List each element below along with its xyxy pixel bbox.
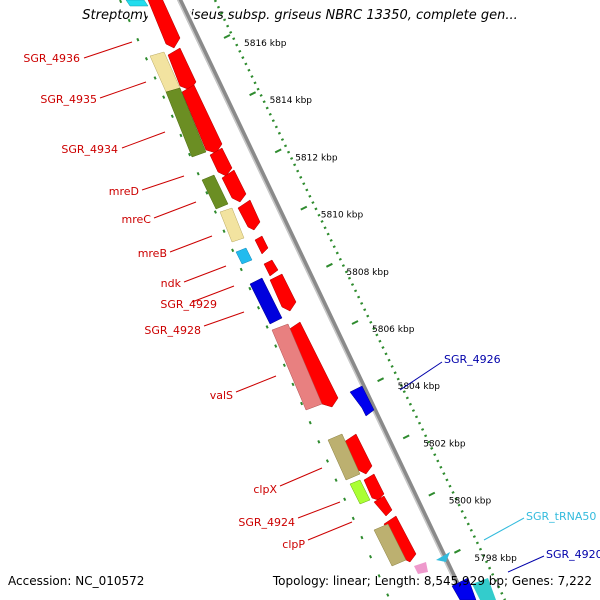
scale-labels: 5816 kbp 5814 kbp 5812 kbp 5810 kbp 5808 kbp… [244, 39, 517, 564]
scale-tick [377, 377, 385, 383]
leader-line [141, 175, 185, 191]
domain-bars [125, 0, 407, 567]
leader-line [183, 265, 227, 283]
gene-label[interactable]: SGR_4924 [238, 516, 295, 529]
gene-label[interactable]: ndk [161, 277, 182, 290]
domain-bar[interactable] [249, 277, 283, 325]
leader-line [507, 555, 545, 573]
gene-arrow-reverse[interactable] [472, 578, 496, 600]
gene-label[interactable]: SGR_4929 [160, 298, 217, 311]
domain-bar[interactable] [165, 87, 207, 158]
leader-line [307, 521, 353, 541]
backbone-highlight [176, 0, 464, 600]
leader-line [153, 201, 197, 219]
scale-ticks [223, 34, 461, 554]
scale-label: 5806 kbp [372, 325, 415, 335]
genome-backbone [176, 0, 468, 600]
scale-label: 5812 kbp [295, 153, 338, 163]
gene-arrow[interactable] [269, 273, 297, 312]
scale-tick [223, 34, 231, 39]
gene-arrow[interactable] [363, 473, 385, 501]
leader-line [121, 131, 166, 149]
accession-text: Accession: NC_010572 [8, 574, 145, 588]
domain-bar[interactable] [373, 523, 407, 567]
gene-arrow[interactable] [147, 0, 181, 49]
gene-arrow[interactable] [263, 259, 279, 277]
leader-line [191, 285, 235, 303]
scale-label: 5802 kbp [423, 439, 466, 449]
gene-label[interactable]: SGR_tRNA50 [526, 510, 596, 523]
genome-summary-text: Topology: linear; Length: 8,545,929 bp; … [272, 574, 592, 588]
domain-bar[interactable] [125, 0, 149, 7]
trna-marker[interactable] [436, 552, 450, 562]
domain-bar[interactable] [235, 247, 253, 265]
scale-label: 5800 kbp [449, 497, 492, 507]
leader-line [235, 375, 277, 393]
leader-line [399, 361, 443, 391]
scale-label: 5808 kbp [346, 268, 389, 278]
gene-label[interactable]: clpX [253, 483, 277, 496]
leader-line [279, 467, 323, 487]
gene-arrow[interactable] [373, 495, 393, 517]
gene-arrow[interactable] [221, 169, 247, 203]
scale-tick [428, 491, 436, 497]
right-gene-labels: SGR_4926 SGR_tRNA50 SGR_4920 [399, 353, 600, 573]
leader-line [169, 235, 213, 253]
gene-label[interactable]: SGR_4936 [23, 52, 80, 65]
scale-label: 5798 kbp [474, 554, 517, 564]
gene-label[interactable]: SGR_4935 [40, 93, 97, 106]
scale-tick [274, 148, 282, 154]
gene-arrow[interactable] [254, 235, 269, 255]
gene-label[interactable]: SGR_4920 [546, 548, 600, 561]
scale-label: 5804 kbp [398, 382, 441, 392]
gene-label[interactable]: mreC [122, 213, 152, 226]
gene-arrow[interactable] [237, 199, 261, 231]
domain-bar[interactable] [219, 207, 245, 243]
scale-label: 5814 kbp [270, 96, 313, 106]
domain-bar[interactable] [327, 433, 361, 481]
left-lane-axis [119, 0, 391, 600]
forward-strand-genes [147, 0, 417, 563]
gene-arrow-reverse[interactable] [349, 385, 375, 417]
domain-bar[interactable] [201, 174, 229, 210]
scale-tick [300, 205, 308, 211]
gene-label[interactable]: valS [210, 389, 233, 402]
left-gene-labels: SGR_4936 SGR_4935 SGR_4934 mreD mreC mre… [23, 41, 353, 551]
scale-tick [402, 434, 410, 440]
leader-line [297, 501, 341, 519]
scale-tick [453, 548, 461, 554]
domain-bar[interactable] [349, 479, 371, 505]
leader-line [83, 41, 133, 59]
gene-arrow[interactable] [209, 147, 233, 177]
scale-label: 5810 kbp [321, 211, 364, 221]
gene-arrow-reverse[interactable] [451, 577, 477, 600]
leader-line [99, 81, 147, 99]
scale-label: 5816 kbp [244, 39, 287, 49]
gene-label[interactable]: SGR_4934 [61, 143, 118, 156]
scale-tick [325, 262, 333, 268]
gene-arrow[interactable] [414, 562, 428, 574]
gene-label[interactable]: SGR_4928 [144, 324, 201, 337]
gene-arrow[interactable] [181, 84, 223, 154]
gene-label[interactable]: SGR_4926 [444, 353, 501, 366]
leader-line [483, 517, 525, 541]
scale-tick [249, 91, 257, 97]
domain-bar[interactable] [271, 323, 323, 411]
gene-label[interactable]: mreD [109, 185, 139, 198]
gene-label[interactable]: clpP [282, 538, 305, 551]
gene-label[interactable]: mreB [138, 247, 167, 260]
leader-line [203, 311, 245, 327]
reverse-strand-genes [349, 385, 496, 600]
scale-tick [351, 320, 359, 325]
